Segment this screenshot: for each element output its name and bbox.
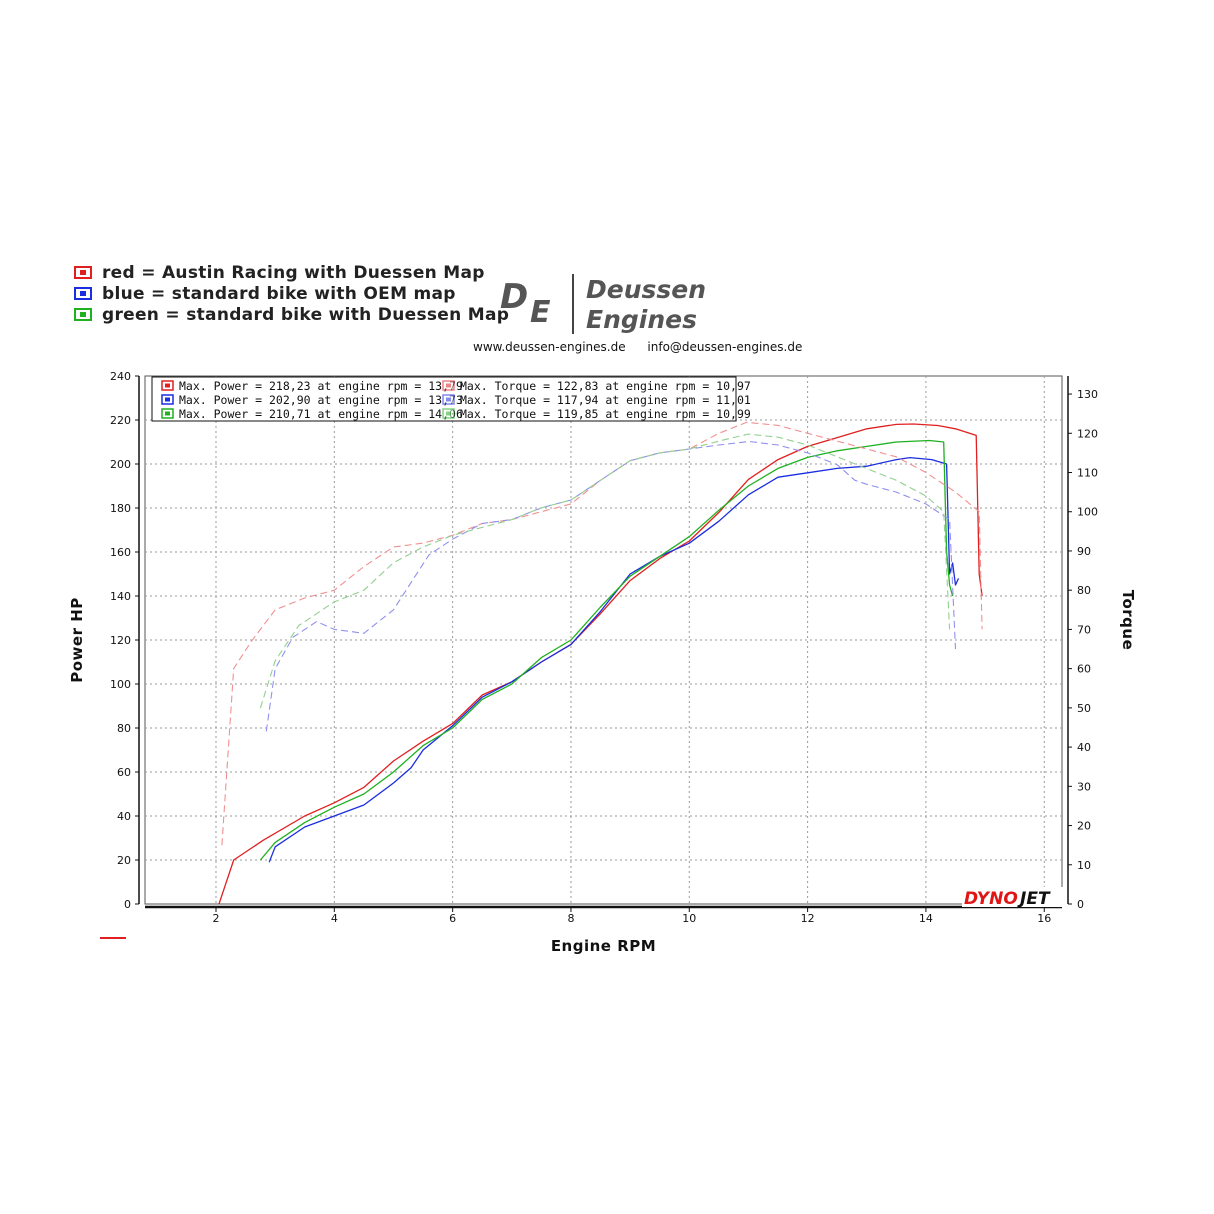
y2-tick-label: 40	[1077, 741, 1091, 754]
legend-swatch-blue	[74, 287, 92, 300]
summary-swatch-torque-fill	[446, 411, 451, 416]
x-tick-label: 4	[331, 912, 338, 925]
logo-monogram-e: E	[530, 295, 551, 330]
x-tick-label: 16	[1037, 912, 1051, 925]
y2-tick-label: 120	[1077, 427, 1098, 440]
summary-box: Max. Power = 218,23 at engine rpm = 13,7…	[151, 376, 751, 422]
summary-torque-text: Max. Torque = 117,94 at engine rpm = 11,…	[460, 393, 751, 407]
dynojet-bg	[962, 887, 1064, 907]
x-tick-label: 12	[801, 912, 815, 925]
email-link[interactable]: info@deussen-engines.de	[647, 340, 803, 354]
y-tick-label: 40	[117, 810, 131, 823]
summary-swatch-power-fill	[165, 383, 170, 388]
logo-contact: www.deussen-engines.de info@deussen-engi…	[473, 340, 820, 354]
dynojet-logo: DYNO JET	[962, 887, 1064, 909]
y2-tick-label: 10	[1077, 859, 1091, 872]
power-series-line-0	[218, 423, 983, 905]
dynojet-text-jet: JET	[1017, 889, 1051, 909]
y2-tick-label: 90	[1077, 545, 1091, 558]
corner-mark	[100, 937, 126, 939]
y-tick-label: 180	[110, 502, 131, 515]
y-tick-label: 0	[124, 898, 131, 911]
y2-tick-label: 0	[1077, 898, 1084, 911]
summary-torque-text: Max. Torque = 119,85 at engine rpm = 10,…	[460, 407, 751, 421]
legend-label: blue = standard bike with OEM map	[102, 283, 456, 304]
y-tick-label: 220	[110, 414, 131, 427]
summary-swatch-torque-fill	[446, 397, 451, 402]
y-tick-label: 100	[110, 678, 131, 691]
y-axis-title: Power HP	[68, 597, 86, 683]
x-tick-label: 14	[919, 912, 933, 925]
y-tick-label: 160	[110, 546, 131, 559]
y2-axis-title: Torque	[1119, 590, 1137, 651]
x-axis-title: Engine RPM	[551, 937, 656, 955]
y-tick-label: 140	[110, 590, 131, 603]
power-series-line-2	[259, 439, 954, 861]
x-tick-label: 6	[449, 912, 456, 925]
chart-series-layer	[218, 421, 983, 905]
y2-tick-label: 20	[1077, 820, 1091, 833]
summary-power-text: Max. Power = 202,90 at engine rpm = 13,7…	[179, 393, 463, 407]
logo-monogram-d: D	[500, 277, 528, 317]
logo-brand-line2: Engines	[586, 305, 697, 334]
x-tick-label: 2	[212, 912, 219, 925]
y2-tick-label: 60	[1077, 663, 1091, 676]
summary-swatch-torque-fill	[446, 383, 451, 388]
y2-tick-label: 30	[1077, 780, 1091, 793]
legend-swatch-green	[74, 308, 92, 321]
y2-tick-label: 80	[1077, 584, 1091, 597]
y-tick-label: 60	[117, 766, 131, 779]
chart-legend: red = Austin Racing with Duessen Map blu…	[74, 262, 509, 325]
x-tick-label: 8	[567, 912, 574, 925]
y-tick-label: 200	[110, 458, 131, 471]
legend-item-red: red = Austin Racing with Duessen Map	[74, 262, 509, 283]
y2-tick-label: 100	[1077, 506, 1098, 519]
y-tick-label: 240	[110, 370, 131, 383]
legend-item-green: green = standard bike with Duessen Map	[74, 304, 509, 325]
legend-label: green = standard bike with Duessen Map	[102, 304, 510, 325]
plot-area	[144, 375, 1063, 905]
y2-tick-label: 110	[1077, 466, 1098, 479]
y2-tick-label: 70	[1077, 623, 1091, 636]
y-tick-label: 120	[110, 634, 131, 647]
y-tick-label: 80	[117, 722, 131, 735]
legend-item-blue: blue = standard bike with OEM map	[74, 283, 509, 304]
chart-axes: 0204060801001201401601802002202400102030…	[68, 370, 1137, 955]
chart-grid	[144, 375, 1063, 905]
legend-label: red = Austin Racing with Duessen Map	[102, 262, 485, 283]
x-tick-label: 10	[682, 912, 696, 925]
dynojet-text-dyno: DYNO	[964, 889, 1018, 909]
deussen-logo: D E Deussen Engines	[500, 274, 706, 334]
summary-power-text: Max. Power = 218,23 at engine rpm = 13,7…	[179, 379, 463, 393]
legend-swatch-red	[74, 266, 92, 279]
summary-swatch-power-fill	[165, 411, 170, 416]
y2-tick-label: 130	[1077, 388, 1098, 401]
y-tick-label: 20	[117, 854, 131, 867]
torque-series-line-4	[265, 440, 957, 732]
y2-tick-label: 50	[1077, 702, 1091, 715]
logo-brand-line1: Deussen	[586, 275, 706, 304]
torque-series-line-5	[259, 433, 951, 709]
summary-swatch-power-fill	[165, 397, 170, 402]
website-link[interactable]: www.deussen-engines.de	[473, 340, 626, 354]
summary-power-text: Max. Power = 210,71 at engine rpm = 14,0…	[179, 407, 463, 421]
summary-torque-text: Max. Torque = 122,83 at engine rpm = 10,…	[460, 379, 751, 393]
